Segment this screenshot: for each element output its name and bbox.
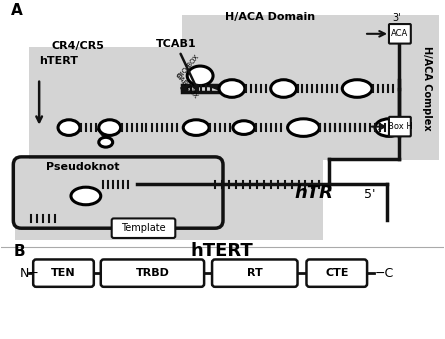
Ellipse shape bbox=[233, 121, 255, 135]
Text: Pseudoknot: Pseudoknot bbox=[46, 162, 120, 172]
Text: B: B bbox=[13, 243, 25, 259]
Text: CTE: CTE bbox=[325, 268, 348, 278]
Text: Template: Template bbox=[121, 223, 166, 233]
Ellipse shape bbox=[99, 120, 121, 135]
Text: H/ACA Complex: H/ACA Complex bbox=[422, 46, 432, 131]
Text: CR4/CR5: CR4/CR5 bbox=[51, 41, 104, 52]
Ellipse shape bbox=[342, 80, 372, 97]
Text: CAB BOX: CAB BOX bbox=[174, 72, 198, 99]
Ellipse shape bbox=[187, 66, 213, 85]
Ellipse shape bbox=[71, 187, 101, 205]
Bar bbox=[15, 159, 324, 240]
Text: RT: RT bbox=[247, 268, 263, 278]
Bar bbox=[29, 47, 198, 160]
Ellipse shape bbox=[58, 120, 80, 135]
Text: Box H: Box H bbox=[388, 122, 412, 131]
Text: BIO BOX: BIO BOX bbox=[177, 54, 200, 80]
Text: N−: N− bbox=[19, 267, 39, 280]
Text: hTR: hTR bbox=[295, 184, 334, 202]
Text: ACA: ACA bbox=[391, 29, 409, 38]
FancyBboxPatch shape bbox=[307, 259, 367, 287]
Ellipse shape bbox=[287, 119, 320, 136]
Bar bbox=[182, 15, 399, 160]
Ellipse shape bbox=[219, 80, 245, 97]
Text: TEN: TEN bbox=[51, 268, 76, 278]
FancyBboxPatch shape bbox=[389, 117, 411, 136]
Text: TRBD: TRBD bbox=[136, 268, 170, 278]
Ellipse shape bbox=[183, 120, 209, 135]
Text: hTERT: hTERT bbox=[190, 242, 253, 260]
FancyBboxPatch shape bbox=[33, 259, 94, 287]
Text: H/ACA Domain: H/ACA Domain bbox=[225, 12, 315, 22]
Text: hTERT: hTERT bbox=[39, 56, 78, 66]
Text: 5': 5' bbox=[364, 188, 376, 201]
Ellipse shape bbox=[271, 80, 296, 97]
Ellipse shape bbox=[99, 137, 113, 147]
Text: TCAB1: TCAB1 bbox=[155, 39, 198, 90]
FancyBboxPatch shape bbox=[212, 259, 298, 287]
Bar bbox=[399, 15, 439, 160]
Text: A: A bbox=[11, 3, 23, 18]
Text: 3': 3' bbox=[392, 13, 400, 23]
Text: −C: −C bbox=[375, 267, 394, 280]
Ellipse shape bbox=[375, 119, 403, 136]
FancyBboxPatch shape bbox=[112, 218, 175, 238]
FancyBboxPatch shape bbox=[101, 259, 204, 287]
FancyBboxPatch shape bbox=[389, 24, 411, 44]
